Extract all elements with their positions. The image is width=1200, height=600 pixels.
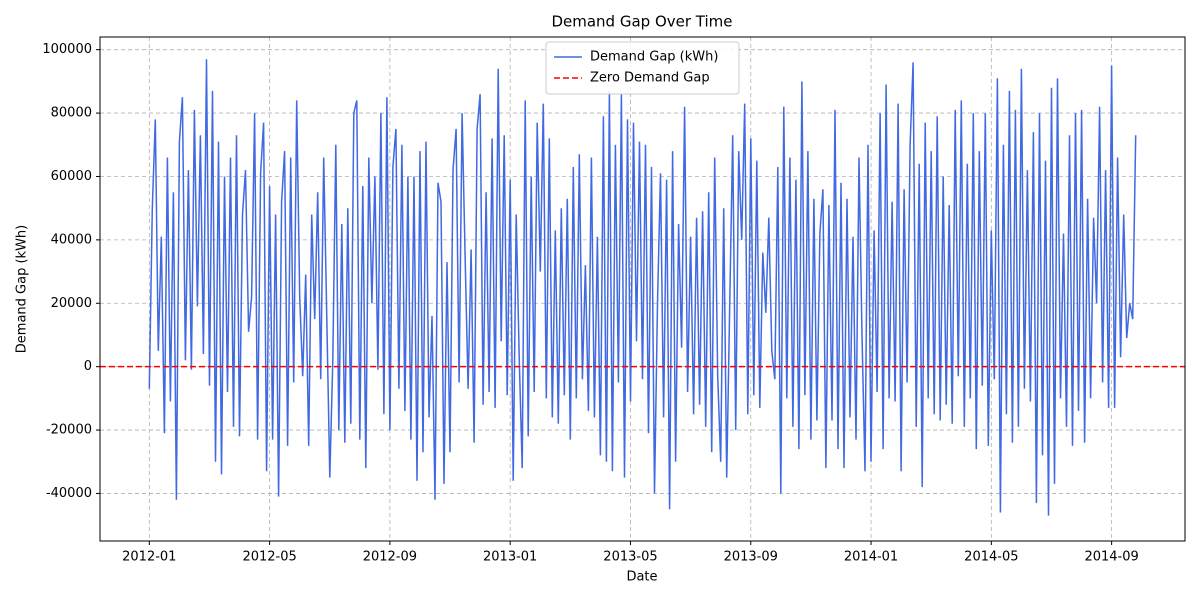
legend-box: [545, 41, 740, 95]
x-tick-label: 2012-01: [122, 550, 176, 565]
legend-label: Demand Gap (kWh): [590, 50, 718, 65]
chart-title: Demand Gap Over Time: [551, 13, 732, 31]
y-tick-label: 60000: [51, 169, 92, 184]
x-tick-label: 2014-01: [844, 550, 898, 565]
x-tick-label: 2014-05: [964, 550, 1018, 565]
x-tick-label: 2014-09: [1084, 550, 1138, 565]
y-tick-label: 20000: [51, 296, 92, 311]
x-tick-label: 2013-09: [724, 550, 778, 565]
legend: Demand Gap (kWh) Zero Demand Gap: [545, 41, 740, 95]
x-tick-label: 2013-01: [483, 550, 537, 565]
plot-frame: [99, 36, 1186, 542]
y-tick-label: -40000: [46, 486, 92, 501]
y-tick-label: 100000: [42, 42, 92, 57]
y-tick-label: -20000: [46, 423, 92, 438]
y-tick-label: 80000: [51, 106, 92, 121]
x-tick-label: 2013-05: [603, 550, 657, 565]
x-tick-label: 2012-09: [363, 550, 417, 565]
y-tick-label: 0: [84, 359, 92, 374]
y-tick-label: 40000: [51, 232, 92, 247]
data-line: [148, 59, 1137, 516]
y-axis-label: Demand Gap (kWh): [15, 225, 30, 353]
x-axis-label: Date: [626, 570, 657, 585]
legend-label: Zero Demand Gap: [590, 71, 710, 86]
x-tick-label: 2012-05: [242, 550, 296, 565]
